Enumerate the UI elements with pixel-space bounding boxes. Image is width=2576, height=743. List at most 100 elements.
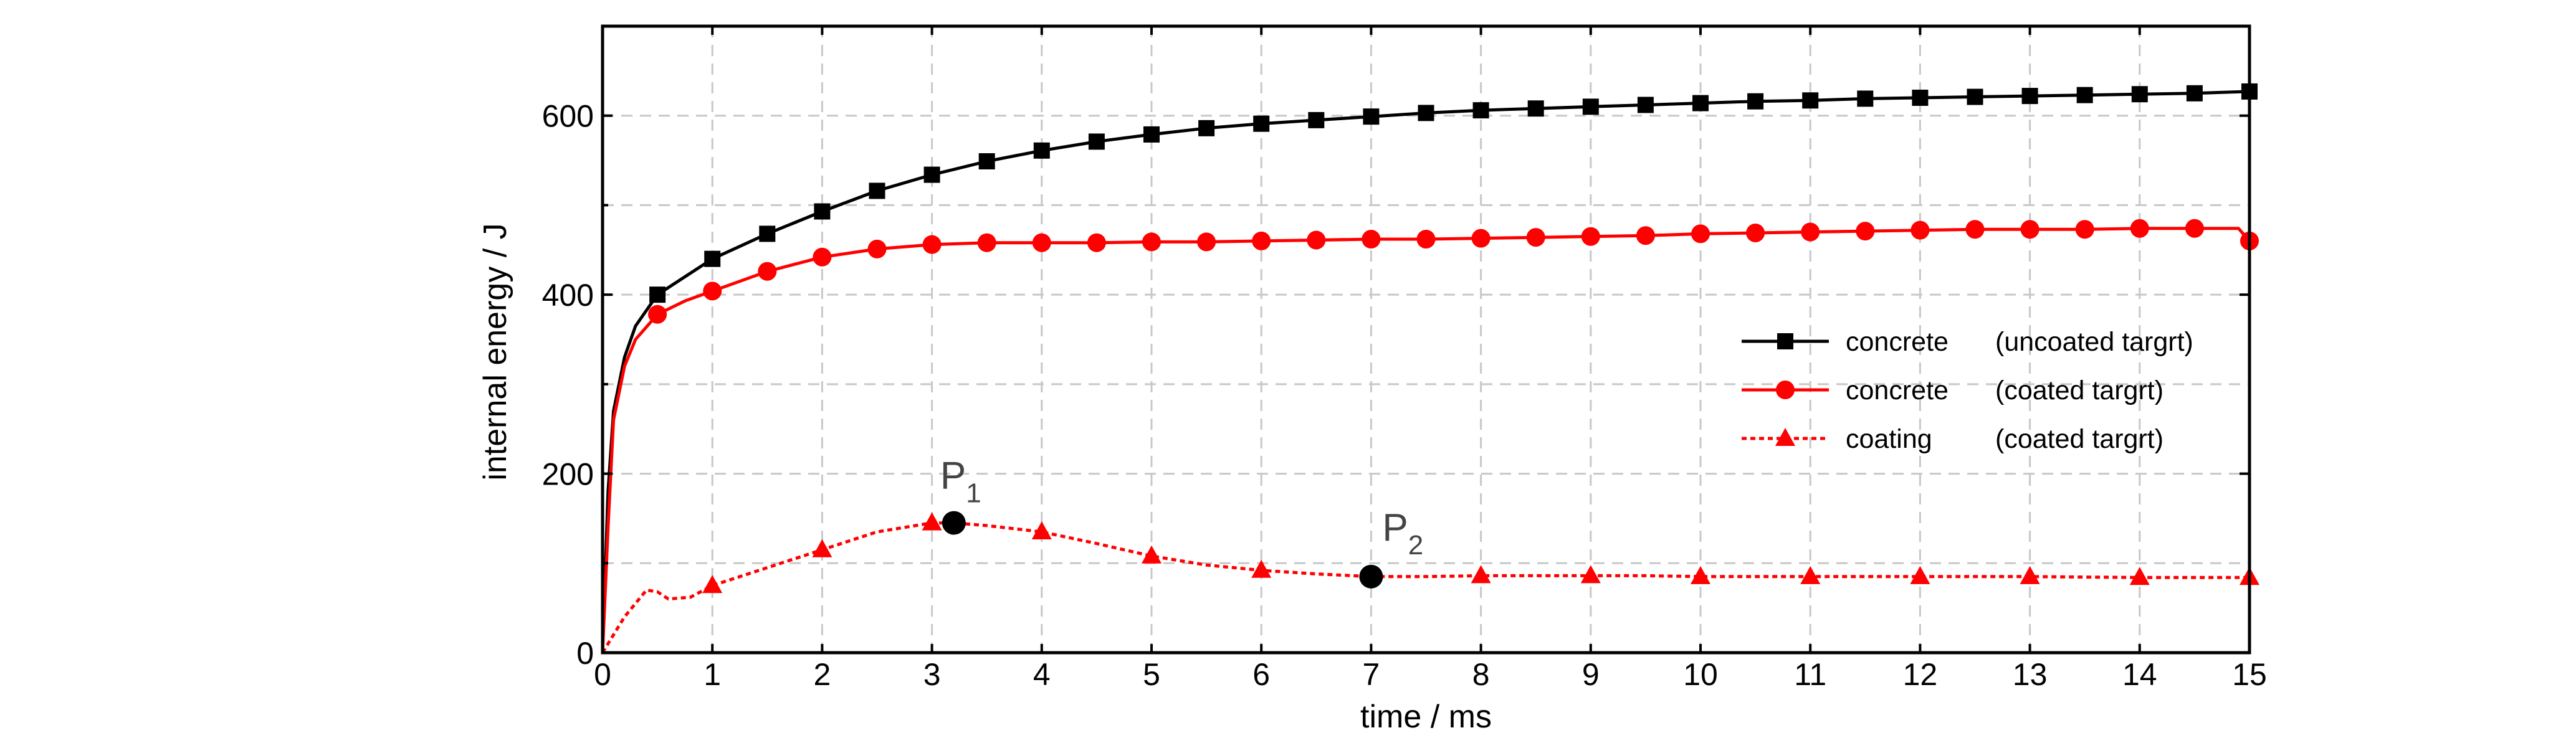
circle-marker (758, 262, 777, 281)
circle-marker (648, 305, 667, 324)
square-marker (1198, 120, 1215, 136)
circle-marker (867, 239, 887, 258)
triangle-marker (812, 539, 832, 557)
circle-marker (977, 233, 996, 252)
square-marker (759, 225, 776, 242)
y-tick-label: 600 (542, 99, 594, 134)
y-tick-label: 200 (542, 457, 594, 492)
x-tick-label: 12 (1903, 657, 1938, 692)
triangle-marker (1031, 521, 1052, 539)
square-marker (1527, 100, 1544, 117)
series-line (601, 90, 2250, 653)
x-tick-label: 6 (1252, 657, 1270, 692)
square-marker (1967, 88, 1983, 105)
series-2 (601, 512, 2259, 654)
x-tick-label: 13 (2013, 657, 2048, 692)
legend-series-name: coating (1846, 424, 1932, 454)
square-marker (704, 250, 721, 267)
circle-marker (1856, 222, 1875, 241)
legend-series-note: (uncoated targrt) (1995, 327, 2193, 357)
square-marker (1637, 97, 1654, 113)
circle-marker (1197, 232, 1216, 252)
square-marker (1692, 95, 1709, 111)
annotation-label: P1 (940, 455, 981, 509)
grid (603, 26, 2249, 653)
square-marker (1308, 111, 1325, 128)
x-tick-label: 1 (704, 657, 721, 692)
annotation-label: P2 (1382, 506, 1423, 561)
square-marker (814, 203, 831, 220)
annotation-point (942, 511, 966, 535)
square-marker (649, 286, 666, 303)
circle-marker (1911, 220, 1930, 240)
circle-marker (1087, 233, 1106, 252)
square-marker (1418, 105, 1434, 121)
legend: concrete (uncoated targrt) concrete (coated… (1742, 327, 2193, 454)
square-marker (1582, 98, 1599, 115)
x-axis-title: time / ms (1360, 699, 1492, 735)
triangle-marker (702, 575, 723, 594)
x-tick-label: 7 (1362, 657, 1380, 692)
y-axis-title: internal energy / J (477, 223, 513, 480)
circle-marker (2020, 220, 2039, 239)
series-0 (601, 83, 2258, 653)
circle-marker (1471, 229, 1491, 248)
circle-marker (2130, 219, 2149, 238)
x-tick-label: 11 (1794, 657, 1826, 692)
square-marker (1857, 90, 1874, 107)
square-marker (1363, 108, 1380, 125)
square-marker (1802, 92, 1819, 109)
x-tick-label: 4 (1033, 657, 1051, 692)
triangle-marker (1910, 566, 1930, 584)
triangle-marker (922, 512, 942, 531)
circle-marker (1801, 222, 1820, 242)
circle-marker (1362, 230, 1381, 249)
square-marker (869, 182, 885, 199)
square-marker (923, 166, 940, 183)
triangle-marker (2020, 566, 2040, 584)
square-marker (1912, 89, 1929, 106)
legend-series-name: concrete (1846, 327, 1949, 357)
circle-marker (1581, 227, 1600, 246)
square-marker (1472, 102, 1489, 119)
circle-marker (1636, 226, 1655, 245)
legend-series-note: (coated targrt) (1995, 376, 2163, 405)
x-tick-label: 2 (813, 657, 831, 692)
x-tick-label: 0 (594, 657, 611, 692)
legend-entry-0: concrete (uncoated targrt) (1742, 327, 2193, 357)
triangle-marker (2129, 567, 2150, 585)
circle-marker (1416, 230, 1436, 249)
square-marker (1143, 126, 1160, 143)
circle-marker (2075, 220, 2094, 239)
triangle-marker (1142, 545, 1162, 564)
circle-marker (1032, 233, 1051, 252)
square-marker (2021, 88, 2038, 105)
triangle-marker (1775, 428, 1795, 446)
x-tick-label: 15 (2232, 657, 2267, 692)
circle-marker (1776, 381, 1795, 399)
legend-entry-1: concrete (coated targrt) (1742, 376, 2163, 405)
square-marker (1088, 133, 1105, 150)
x-tick-label: 10 (1683, 657, 1718, 692)
circle-marker (1526, 228, 1545, 247)
circle-marker (1746, 223, 1765, 242)
circle-marker (1252, 231, 1271, 250)
triangle-marker (1800, 566, 1821, 584)
y-tick-label: 0 (576, 636, 594, 671)
circle-marker (1307, 230, 1326, 250)
circle-marker (922, 235, 942, 254)
square-marker (2076, 87, 2093, 103)
square-marker (1253, 115, 1270, 132)
x-tick-label: 9 (1582, 657, 1600, 692)
square-marker (1777, 333, 1793, 349)
x-tick-label: 5 (1143, 657, 1160, 692)
plot-border (601, 24, 2251, 655)
circle-marker (703, 282, 722, 301)
triangle-marker (1251, 559, 1272, 578)
square-marker (2186, 85, 2203, 102)
x-tick-label: 3 (923, 657, 941, 692)
x-tick-label: 8 (1472, 657, 1490, 692)
square-marker (2131, 86, 2148, 103)
triangle-marker (1691, 566, 1710, 584)
